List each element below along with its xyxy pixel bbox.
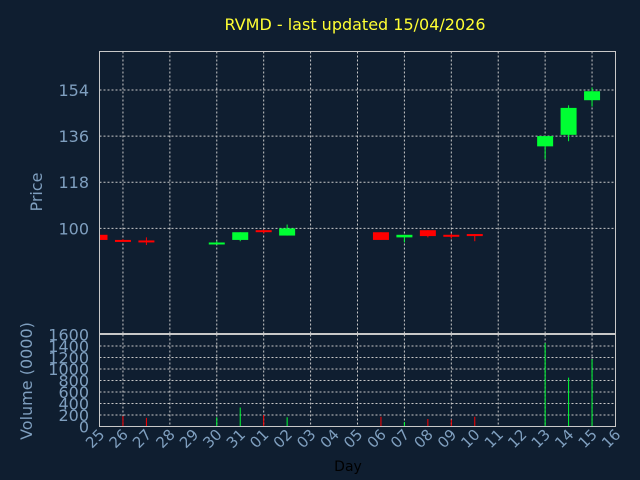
price-tick-label: 100 [58, 219, 89, 238]
volume-tick-label: 400 [58, 395, 89, 414]
candle-body [537, 136, 554, 147]
candle-body [114, 239, 131, 242]
volume-tick-label: 1400 [48, 337, 89, 356]
price-tick-label: 136 [58, 127, 89, 146]
volume-panel-frame [99, 334, 616, 427]
candle-body [396, 234, 413, 238]
candle-body [560, 107, 577, 135]
candle-body [419, 230, 436, 237]
candle-body [138, 240, 155, 243]
candle-body [100, 234, 108, 240]
candle-body [443, 234, 460, 237]
volume-tick-label: 0 [79, 418, 89, 437]
price-axis-ticks: 100 118 136 154 [58, 81, 89, 238]
volume-tick-label: 200 [58, 406, 89, 425]
volume-tick-label: 800 [58, 372, 89, 391]
volume-axis-label: Volume (0000) [17, 322, 36, 440]
candle-body [466, 234, 483, 237]
day-axis-ticks: 2526272829303101020304050607080910111213… [82, 426, 624, 452]
candle-body [232, 232, 249, 240]
volume-tick-label: 1600 [48, 326, 89, 345]
candle-body [279, 228, 296, 236]
price-panel-grid [99, 51, 616, 334]
price-tick-label: 154 [58, 81, 89, 100]
price-panel-frame [99, 51, 616, 334]
candle-body [372, 232, 389, 240]
volume-tick-label: 1000 [48, 360, 89, 379]
candle-body [584, 91, 601, 101]
candle-body [255, 230, 272, 233]
chart-title: RVMD - last updated 15/04/2026 [224, 15, 485, 34]
price-tick-label: 118 [58, 173, 89, 192]
volume-tick-label: 600 [58, 383, 89, 402]
candle-body [208, 242, 225, 245]
price-axis-label: Price [27, 172, 46, 211]
x-axis-label: Day [334, 459, 362, 475]
volume-tick-label: 1200 [48, 349, 89, 368]
